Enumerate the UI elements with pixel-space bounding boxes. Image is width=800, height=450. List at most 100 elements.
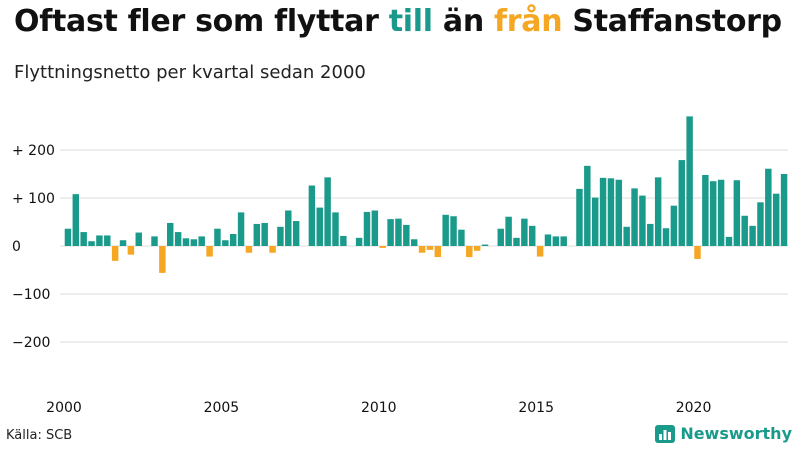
y-tick-label: + 100: [12, 191, 55, 207]
bar-positive: [607, 178, 615, 246]
bar-positive: [450, 216, 457, 246]
bars: [64, 116, 788, 273]
bar-negative: [473, 246, 481, 251]
chart-title: Oftast fler som flyttar till än från Sta…: [14, 4, 782, 39]
bar-positive: [615, 179, 623, 246]
bar-negative: [536, 246, 544, 257]
bar-positive: [670, 205, 678, 246]
bar-positive: [505, 216, 512, 246]
bar-negative: [159, 246, 166, 273]
bar-negative: [379, 246, 386, 248]
bar-positive: [135, 232, 142, 246]
bar-positive: [458, 229, 465, 246]
bar-positive: [410, 239, 418, 246]
bar-positive: [88, 241, 95, 246]
x-tick-label: 2000: [46, 400, 82, 416]
bar-positive: [599, 177, 607, 246]
bar-negative: [111, 246, 119, 261]
y-tick-label: −100: [12, 287, 50, 303]
bar-positive: [222, 240, 229, 246]
bar-positive: [387, 219, 394, 246]
bar-positive: [780, 174, 788, 246]
bar-positive: [725, 236, 733, 246]
x-tick-label: 2010: [361, 400, 397, 416]
bar-positive: [277, 226, 284, 246]
bar-positive: [623, 226, 630, 246]
x-tick-label: 2015: [518, 400, 554, 416]
bar-positive: [174, 232, 182, 246]
x-tick-label: 2005: [204, 400, 240, 416]
chart-subtitle: Flyttningsnetto per kvartal sedan 2000: [14, 62, 366, 83]
bar-positive: [167, 222, 174, 246]
bar-positive: [403, 224, 410, 246]
bar-negative: [434, 246, 442, 258]
bar-positive: [96, 235, 103, 246]
bar-positive: [308, 185, 316, 246]
bar-positive: [591, 197, 599, 246]
y-tick-label: −200: [12, 335, 50, 351]
bar-positive: [285, 210, 292, 246]
bar-positive: [292, 221, 300, 246]
title-word-in: till: [388, 4, 433, 39]
bar-positive: [261, 222, 268, 246]
bar-positive: [355, 237, 363, 246]
source-note: Källa: SCB: [6, 428, 73, 443]
bar-positive: [363, 211, 371, 246]
bar-negative: [426, 246, 434, 250]
bar-chart-icon: [655, 424, 676, 443]
bar-positive: [237, 212, 245, 246]
bar-positive: [560, 236, 567, 246]
x-axis-ticks: 2000 2005 2010 2015 2020: [46, 400, 711, 416]
bar-negative: [466, 246, 473, 258]
bar-positive: [678, 160, 685, 246]
bar-positive: [119, 240, 127, 246]
bar-positive: [662, 228, 670, 246]
bar-positive: [717, 179, 725, 246]
bar-positive: [647, 223, 654, 246]
bar-positive: [733, 180, 741, 246]
bar-positive: [481, 244, 489, 246]
bar-positive: [316, 207, 323, 246]
bar-positive: [757, 202, 764, 246]
bar-positive: [64, 228, 72, 246]
title-part-1: Oftast fler som flyttar: [14, 4, 389, 39]
bar-positive: [182, 238, 190, 246]
brand-name: Newsworthy: [680, 424, 792, 443]
x-tick-label: 2020: [676, 400, 712, 416]
bar-positive: [710, 181, 717, 246]
bar-positive: [332, 212, 339, 246]
bar-positive: [442, 214, 449, 246]
bar-positive: [151, 236, 158, 246]
bar-positive: [324, 177, 331, 246]
bar-positive: [190, 239, 198, 246]
bar-positive: [631, 188, 638, 246]
bar-positive: [395, 218, 402, 246]
bar-negative: [245, 246, 253, 253]
bar-positive: [529, 225, 536, 246]
bar-negative: [269, 246, 276, 253]
bar-positive: [253, 223, 261, 246]
bar-positive: [749, 225, 756, 246]
bar-positive: [654, 177, 662, 246]
bar-positive: [80, 232, 87, 246]
bar-positive: [497, 228, 504, 246]
bar-positive: [229, 234, 237, 246]
newsworthy-brand: Newsworthy: [655, 424, 792, 443]
title-part-2: än: [432, 4, 495, 39]
title-word-out: från: [494, 4, 563, 39]
bar-negative: [418, 246, 426, 253]
bar-positive: [772, 193, 780, 246]
bar-positive: [340, 235, 347, 246]
title-part-3: Staffanstorp: [562, 4, 782, 39]
bar-positive: [702, 174, 709, 246]
bar-positive: [765, 168, 772, 246]
bar-negative: [206, 246, 213, 257]
y-tick-label: + 200: [12, 143, 55, 159]
bar-positive: [214, 228, 221, 246]
bar-positive: [371, 210, 379, 246]
bar-positive: [513, 237, 520, 246]
bar-positive: [584, 165, 591, 246]
bar-positive: [72, 194, 80, 246]
bar-positive: [198, 236, 205, 246]
